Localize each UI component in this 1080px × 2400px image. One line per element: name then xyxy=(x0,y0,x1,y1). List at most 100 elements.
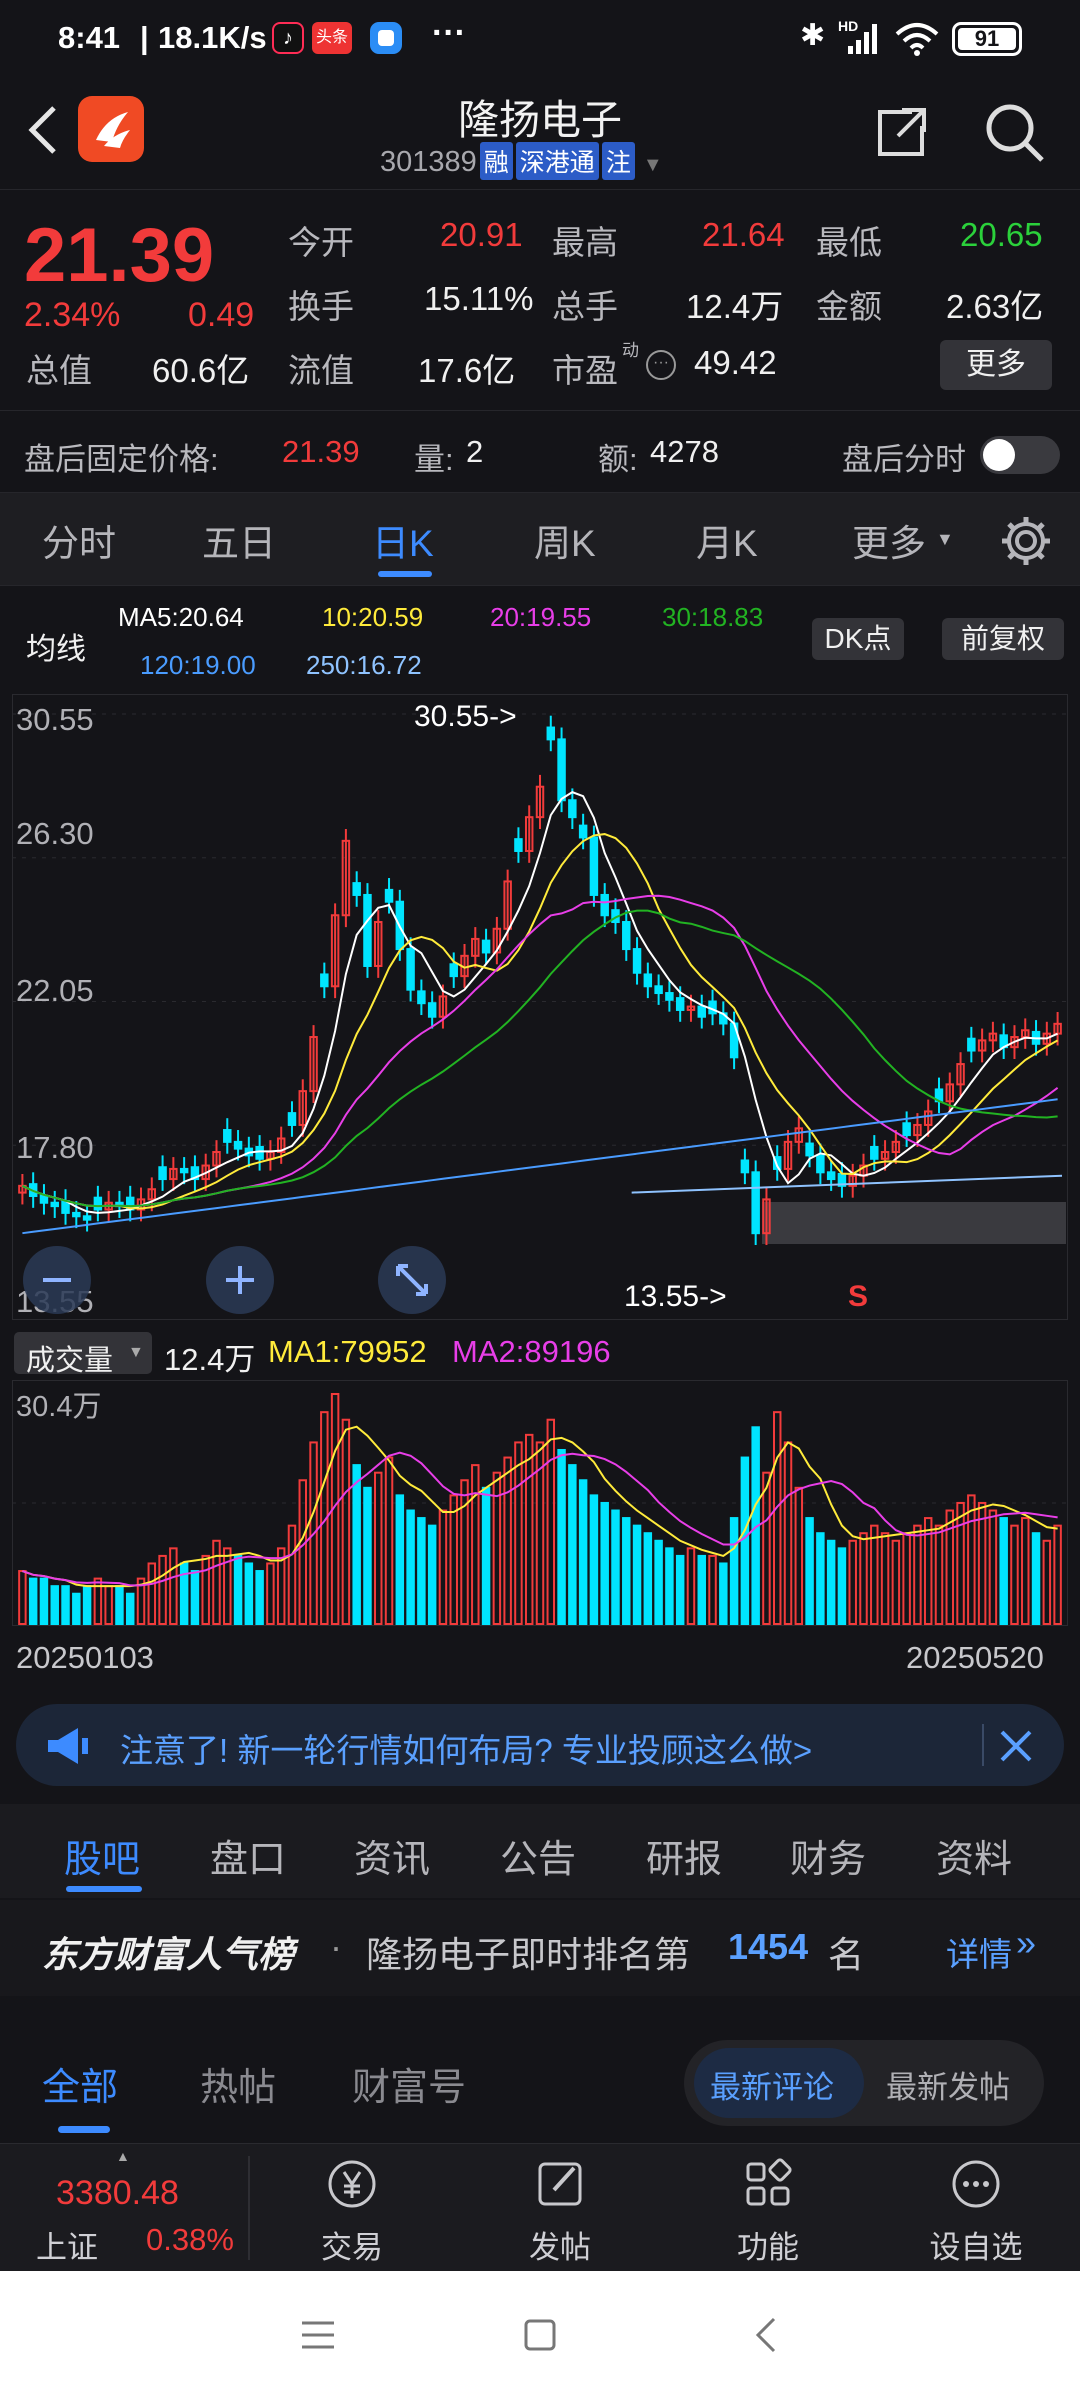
tag-margin: 融 xyxy=(479,142,513,180)
tab-daily-k[interactable]: 日K xyxy=(372,523,434,564)
rank-detail-link[interactable]: 详情 xyxy=(946,1936,1012,1973)
ma5-line xyxy=(21,791,1059,1214)
candle xyxy=(794,1127,804,1143)
market-cap-value: 60.6亿 xyxy=(152,352,250,389)
tab-forum[interactable]: 股吧 xyxy=(64,1839,141,1881)
index-name[interactable]: 上证 xyxy=(36,2230,98,2265)
volume-bar xyxy=(395,1494,405,1625)
rank-number: 1454 xyxy=(728,1926,809,1967)
volume-bar xyxy=(557,1448,566,1625)
volume-bar xyxy=(654,1539,663,1626)
tab-more[interactable]: 更多 xyxy=(852,523,926,564)
pe-info-icon[interactable]: ··· xyxy=(646,350,676,380)
settings-gear-icon[interactable] xyxy=(998,513,1054,569)
index-up-icon: ▲ xyxy=(116,2148,130,2164)
back-icon[interactable] xyxy=(22,102,62,158)
sort-latest-post[interactable]: 最新发帖 xyxy=(886,2070,1010,2105)
tab-financials[interactable]: 财务 xyxy=(790,1839,867,1881)
volume-bar xyxy=(438,1509,448,1625)
quote-panel: 21.39 2.34% 0.49 今开 20.91 最高 21.64 最低 20… xyxy=(0,192,1080,492)
tab-weekly-k[interactable]: 周K xyxy=(534,523,596,564)
volume-bar xyxy=(125,1592,135,1626)
tab-intraday[interactable]: 分时 xyxy=(42,523,116,564)
volume-indicator-select[interactable]: 成交量 ▼ xyxy=(14,1332,152,1377)
tab-five-day[interactable]: 五日 xyxy=(202,523,276,564)
close-icon[interactable] xyxy=(998,1728,1034,1764)
promo-banner[interactable]: 注意了! 新一轮行情如何布局? 专业投顾这么做> xyxy=(16,1704,1064,1786)
price-tick-3: 17.80 xyxy=(16,1130,94,1165)
dk-point-button[interactable]: DK点 xyxy=(812,618,904,660)
candle xyxy=(233,1140,243,1150)
popularity-rank[interactable]: 东方财富人气榜 · 隆扬电子即时排名第 1454 名 详情 » xyxy=(0,1900,1080,1996)
candle xyxy=(1053,1022,1062,1035)
expand-down-icon[interactable]: ▼ xyxy=(642,154,663,176)
candle xyxy=(82,1215,92,1221)
tab-announcements[interactable]: 公告 xyxy=(500,1839,577,1881)
volume-bar xyxy=(697,1554,706,1625)
change-amount: 0.49 xyxy=(188,296,255,334)
stock-name: 隆扬电子 xyxy=(458,97,622,143)
candle xyxy=(427,1002,437,1018)
nav-watchlist[interactable]: 设自选 xyxy=(906,2154,1046,2267)
volume-bar xyxy=(1031,1532,1041,1625)
volume-bar xyxy=(287,1524,297,1625)
menu-icon[interactable] xyxy=(298,2315,338,2355)
nav-functions[interactable]: 功能 xyxy=(698,2154,838,2267)
forum-tab-indicator xyxy=(66,1886,142,1892)
search-icon[interactable] xyxy=(982,100,1048,166)
sort-latest-comment[interactable]: 最新评论 xyxy=(710,2070,834,2105)
after-hours-amt: 4278 xyxy=(650,434,719,469)
share-icon[interactable] xyxy=(872,102,932,162)
volume-bar xyxy=(276,1547,286,1625)
volume-bar xyxy=(417,1517,426,1625)
tab-monthly-k[interactable]: 月K xyxy=(696,523,758,564)
volume-bar xyxy=(719,1562,728,1625)
after-hours-vol-label: 量: xyxy=(414,442,454,477)
after-hours-toggle[interactable] xyxy=(980,436,1060,474)
more-button[interactable]: 更多 xyxy=(940,340,1052,390)
nav-trade[interactable]: 交易 xyxy=(282,2154,422,2267)
volume-bar xyxy=(223,1547,232,1625)
adjust-button[interactable]: 前复权 xyxy=(942,618,1064,660)
tab-orderbook[interactable]: 盘口 xyxy=(210,1839,287,1881)
candle xyxy=(826,1171,836,1181)
volume-bar xyxy=(352,1464,361,1625)
tab-wealth-account[interactable]: 财富号 xyxy=(352,2067,467,2109)
candle xyxy=(481,939,491,954)
volume-bar xyxy=(622,1517,631,1625)
nav-post[interactable]: 发帖 xyxy=(490,2154,630,2267)
kline-chart[interactable]: 30.55 26.30 22.05 17.80 13.55 30.55-> 13… xyxy=(12,694,1068,1320)
low-label: 最低 xyxy=(816,224,882,261)
candle xyxy=(675,997,685,1011)
tab-all-posts[interactable]: 全部 xyxy=(42,2067,119,2109)
volume-bar xyxy=(805,1517,814,1625)
ma250-value: 250:16.72 xyxy=(306,650,422,680)
volume-bar xyxy=(643,1532,653,1625)
volume-chart[interactable]: 30.4万 xyxy=(12,1380,1068,1626)
status-divider: | xyxy=(140,20,149,55)
app-logo-icon[interactable] xyxy=(78,96,144,162)
candle xyxy=(535,785,545,819)
tab-research[interactable]: 研报 xyxy=(646,1839,723,1881)
ma120-value: 120:19.00 xyxy=(140,650,256,680)
candle xyxy=(902,1122,911,1137)
open-label: 今开 xyxy=(288,224,354,261)
price-tick-0: 30.55 xyxy=(16,702,94,737)
volume-bar xyxy=(115,1585,124,1625)
price-tick-2: 22.05 xyxy=(16,973,94,1008)
tab-news[interactable]: 资讯 xyxy=(354,1839,431,1881)
volume-ma1: MA1:79952 xyxy=(268,1334,427,1369)
volume-bar xyxy=(266,1562,275,1625)
ma20-line xyxy=(21,894,1059,1208)
index-percent[interactable]: 0.38% xyxy=(146,2222,234,2257)
home-icon[interactable] xyxy=(520,2315,560,2355)
banner-text: 注意了! 新一轮行情如何布局? 专业投顾这么做> xyxy=(120,1732,813,1769)
index-value[interactable]: 3380.48 xyxy=(56,2174,179,2212)
volume-bar xyxy=(179,1562,189,1625)
back-nav-icon[interactable] xyxy=(748,2315,788,2355)
tab-profile[interactable]: 资料 xyxy=(936,1839,1013,1881)
tab-hot-posts[interactable]: 热帖 xyxy=(200,2067,277,2109)
ma20-value: 20:19.55 xyxy=(490,602,592,632)
volume-bar xyxy=(783,1441,793,1625)
float-cap-label: 流值 xyxy=(288,352,354,389)
